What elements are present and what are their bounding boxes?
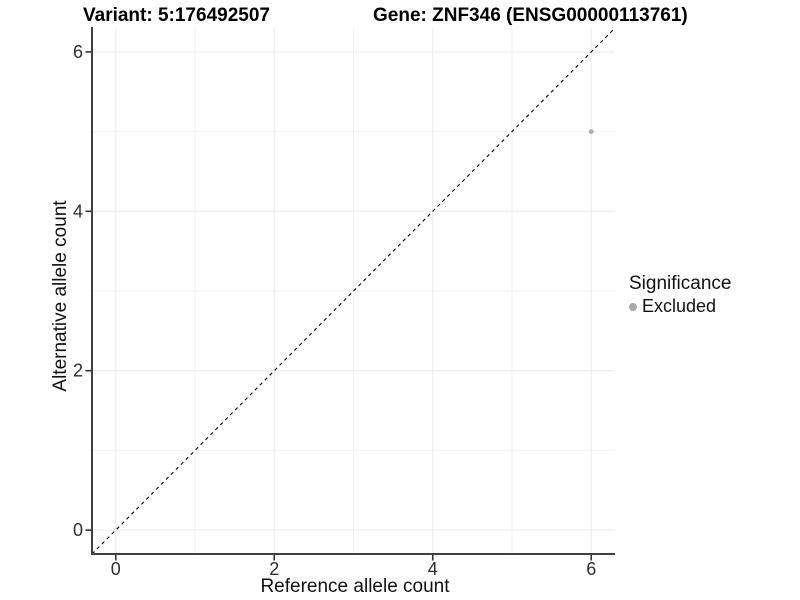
legend-item-label: Excluded bbox=[642, 296, 717, 316]
data-point bbox=[588, 129, 594, 135]
plot-title-gene: Gene: ZNF346 (ENSG00000113761) bbox=[373, 5, 688, 26]
legend: Significance Excluded bbox=[629, 273, 731, 317]
legend-item-excluded: Excluded bbox=[629, 296, 731, 317]
plot-title-variant: Variant: 5:176492507 bbox=[83, 5, 270, 26]
x-tick-label: 6 bbox=[586, 559, 596, 579]
x-axis-title: Reference allele count bbox=[260, 576, 450, 597]
x-tick-label: 2 bbox=[269, 559, 279, 579]
y-tick-label: 2 bbox=[73, 361, 83, 381]
identity-reference-line bbox=[91, 27, 616, 555]
y-tick-label: 0 bbox=[73, 520, 83, 540]
y-axis-title: Alternative allele count bbox=[50, 200, 71, 392]
legend-point-icon bbox=[629, 302, 637, 311]
legend-title: Significance bbox=[629, 273, 732, 294]
y-tick-label: 4 bbox=[73, 201, 83, 221]
x-tick-label: 4 bbox=[428, 559, 438, 579]
y-tick-label: 6 bbox=[73, 42, 83, 62]
x-tick-label: 0 bbox=[111, 559, 121, 579]
